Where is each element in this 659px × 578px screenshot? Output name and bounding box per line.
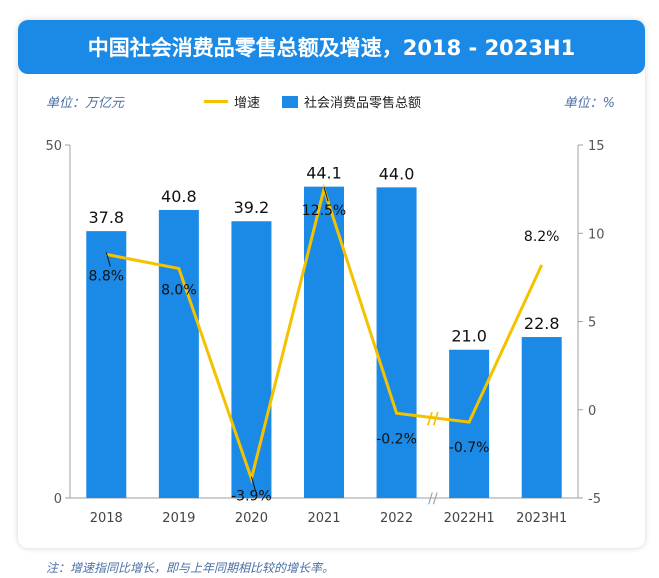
- right-tick-label: -5: [588, 492, 601, 507]
- bar: [521, 337, 562, 498]
- line-value-label: 8.0%: [161, 283, 197, 299]
- line-value-label: 8.8%: [88, 268, 124, 284]
- bar: [158, 209, 199, 498]
- x-tick-label: 2022H1: [444, 511, 495, 526]
- line-label-leader: [105, 252, 111, 267]
- legend-line-swatch: [204, 100, 228, 103]
- x-tick-label: 2023H1: [516, 511, 567, 526]
- bar-value-label: 37.8: [88, 208, 124, 227]
- footnote: 注：增速指同比增长，即与上年同期相比较的增长率。: [46, 561, 335, 575]
- bar-value-label: 22.8: [524, 314, 560, 333]
- right-tick-label: 0: [588, 404, 596, 419]
- bar: [449, 349, 490, 498]
- bar-value-label: 44.0: [379, 164, 415, 183]
- x-tick-label: 2021: [307, 511, 340, 526]
- bar-value-label: 39.2: [234, 198, 270, 217]
- right-unit-label: 单位：%: [563, 96, 615, 111]
- left-tick-label: 0: [54, 492, 62, 507]
- line-value-label: -0.2%: [376, 431, 417, 447]
- left-tick-label: 50: [45, 139, 62, 154]
- legend: 增速 社会消费品零售总额: [204, 92, 421, 111]
- right-tick-label: 10: [588, 227, 605, 242]
- line-value-label: -3.9%: [231, 489, 272, 505]
- left-unit-label: 单位：万亿元: [46, 96, 125, 111]
- growth-line: [106, 183, 544, 484]
- legend-bar-swatch: [282, 95, 299, 108]
- bar-value-label: 44.1: [306, 164, 342, 183]
- bar-value-label: 21.0: [451, 327, 487, 346]
- legend-bar-label: 社会消费品零售总额: [304, 96, 422, 111]
- bar: [231, 221, 272, 499]
- x-tick-label: 2018: [90, 511, 123, 526]
- bar: [376, 187, 417, 499]
- line-label-leader: [323, 186, 329, 202]
- x-tick-label: 2020: [235, 511, 268, 526]
- x-tick-label: 2022: [380, 511, 413, 526]
- line-value-label: 8.2%: [524, 229, 560, 245]
- legend-line-label: 增速: [234, 96, 261, 111]
- line-value-label: -0.7%: [449, 440, 490, 456]
- x-axis-break-mark: //: [428, 491, 438, 507]
- right-tick-label: 5: [588, 316, 596, 331]
- right-tick-label: 15: [588, 139, 605, 154]
- chart-title: 中国社会消费品零售总额及增速，2018 - 2023H1: [18, 20, 645, 74]
- bar: [86, 231, 127, 498]
- line-break-mark: //: [427, 409, 439, 428]
- bar-value-label: 40.8: [161, 187, 197, 206]
- line-label-leader: [250, 476, 256, 491]
- line-value-label: 12.5%: [302, 203, 346, 219]
- x-tick-label: 2019: [162, 511, 195, 526]
